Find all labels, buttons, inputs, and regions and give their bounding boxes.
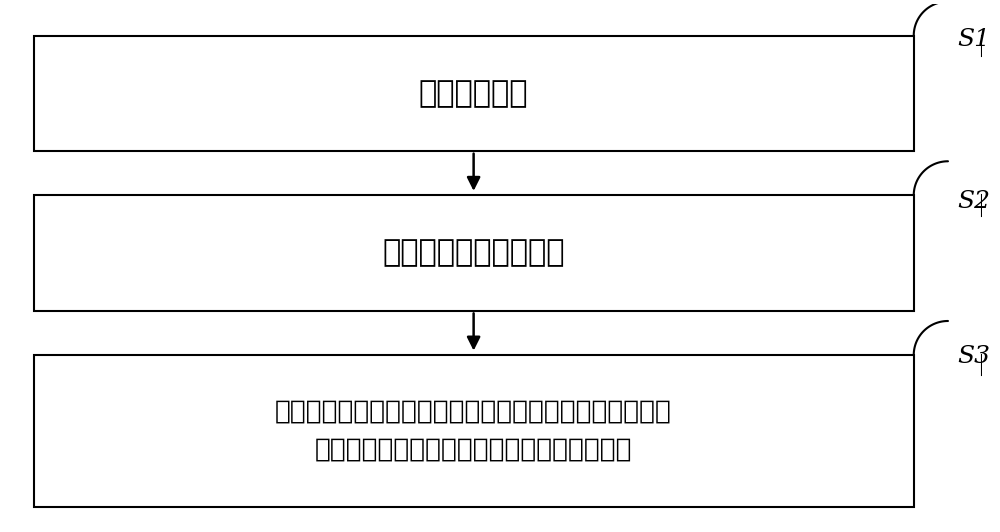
Text: 获取记忆信息: 获取记忆信息 (419, 79, 528, 107)
Text: 根据记忆信息的显隐性对记忆信息进行数据处理，并将处
理后的数据存储至记忆库中，以生成瞬时记忆: 根据记忆信息的显隐性对记忆信息进行数据处理，并将处 理后的数据存储至记忆库中，以… (275, 399, 672, 463)
Text: 确定记忆信息的显隐性: 确定记忆信息的显隐性 (382, 238, 565, 268)
Text: S3: S3 (958, 345, 991, 368)
Text: S2: S2 (958, 190, 991, 213)
Bar (34, 195, 914, 311)
Bar (34, 355, 914, 507)
Text: S1: S1 (958, 28, 991, 51)
Bar (34, 36, 914, 151)
